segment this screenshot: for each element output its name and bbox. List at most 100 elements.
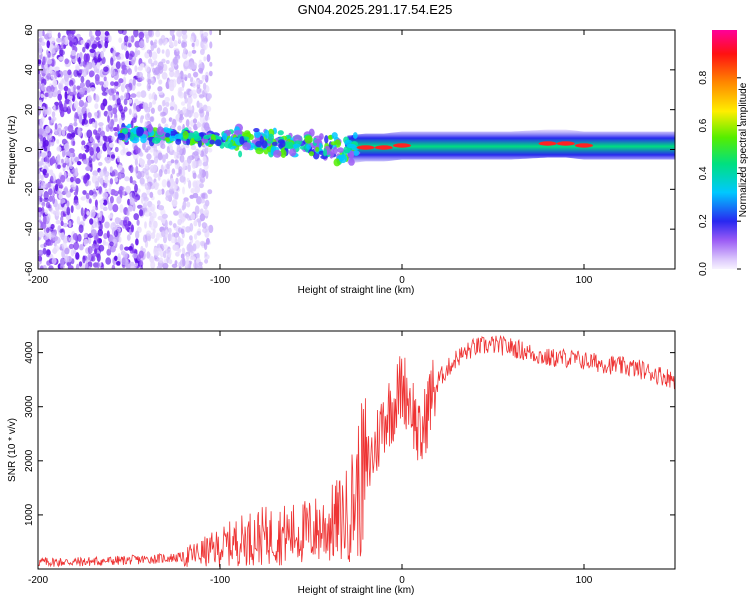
spectrum-speckle: [62, 222, 69, 228]
spectrum-speckle: [169, 145, 173, 152]
spectrogram-xlabel: Height of straight line (km): [298, 285, 415, 296]
spectrum-speckle: [191, 160, 197, 169]
snr-series-line: [38, 334, 675, 568]
spectrum-speckle: [48, 195, 53, 202]
spectrum-speckle: [184, 97, 188, 104]
spectrum-speckle: [76, 106, 82, 115]
spectrum-speckle: [94, 180, 100, 190]
spectrum-speckle: [111, 264, 116, 269]
ridge-blob: [306, 144, 312, 150]
spectrum-speckle: [90, 229, 97, 237]
spectrum-speckle: [74, 112, 78, 119]
spectrum-speckle: [170, 235, 176, 244]
spectrum-speckle: [46, 40, 51, 49]
spectrum-speckle: [69, 40, 73, 47]
spectrum-speckle: [64, 247, 70, 255]
spectrum-speckle: [144, 200, 148, 206]
spectrum-speckle: [92, 193, 97, 200]
spectrum-speckle: [85, 79, 91, 88]
spectrum-speckle: [187, 51, 192, 57]
spectrum-speckle: [47, 150, 52, 158]
spectrum-speckle: [114, 131, 119, 137]
spectrum-speckle: [177, 125, 182, 131]
spectrum-speckle: [137, 254, 141, 262]
ridge-blob: [337, 147, 344, 154]
spectrum-speckle: [72, 168, 77, 173]
spectrum-speckle: [155, 30, 161, 38]
ridge-blob: [223, 140, 233, 149]
spectrum-speckle: [95, 36, 101, 41]
spectrum-speckle: [64, 79, 70, 87]
spectrum-speckle: [87, 261, 93, 268]
spectrum-speckle: [130, 93, 137, 98]
spectrum-speckle: [135, 238, 139, 246]
ridge-blob: [201, 138, 209, 144]
spectrum-speckle: [93, 56, 99, 64]
spectrum-speckle: [54, 123, 58, 130]
y-tick-label: -60: [24, 261, 35, 276]
spectrum-speckle: [173, 151, 178, 156]
spectrum-speckle: [120, 95, 124, 101]
spectrum-speckle: [38, 231, 44, 238]
spectrum-speckle: [157, 104, 163, 112]
spectrum-speckle: [83, 232, 88, 239]
spectrum-speckle: [92, 121, 96, 128]
spectrum-speckle: [176, 30, 182, 37]
spectrum-speckle: [150, 203, 156, 212]
spectrum-speckle: [188, 180, 192, 189]
spectrum-speckle: [163, 169, 168, 175]
spectrum-speckle: [114, 217, 120, 225]
spectrum-speckle: [61, 78, 65, 83]
colorbar-tick-label: 0.6: [698, 118, 709, 132]
spectrogram-data: [38, 30, 675, 269]
spectrum-speckle: [98, 122, 104, 127]
y-tick-label: 2000: [24, 449, 35, 472]
spectrum-speckle: [52, 231, 57, 236]
spectrum-speckle: [171, 263, 178, 268]
spectrum-speckle: [121, 43, 125, 50]
spectrum-speckle: [126, 210, 130, 216]
spectrum-speckle: [192, 172, 197, 179]
spectrum-speckle: [148, 220, 152, 228]
spectrum-speckle: [133, 30, 139, 38]
spectrum-speckle: [148, 101, 153, 109]
spectrum-speckle: [40, 152, 47, 158]
spectrum-speckle: [183, 197, 189, 202]
spectrum-speckle: [187, 263, 191, 269]
spectrum-speckle: [88, 118, 92, 125]
ridge-blob: [209, 139, 215, 145]
spectrum-speckle: [68, 153, 74, 158]
spectrum-speckle: [194, 154, 200, 162]
ridge-hotspot: [575, 143, 593, 148]
spectrum-speckle: [146, 153, 152, 160]
spectrum-speckle: [50, 209, 56, 214]
spectrum-speckle: [59, 228, 64, 234]
spectrum-speckle: [189, 194, 195, 199]
spectrum-speckle: [201, 222, 208, 227]
spectrum-speckle: [123, 92, 129, 100]
y-tick-label: 4000: [24, 341, 35, 364]
spectrum-speckle: [174, 191, 179, 200]
spectrum-speckle: [124, 176, 130, 182]
spectrum-speckle: [203, 242, 208, 250]
spectrum-speckle: [99, 81, 104, 86]
spectrum-speckle: [138, 31, 145, 39]
spectrum-speckle: [180, 228, 185, 235]
spectrum-speckle: [199, 208, 204, 215]
spectrum-speckle: [80, 196, 86, 201]
spectrum-speckle: [118, 78, 124, 84]
spectrum-speckle: [165, 219, 168, 228]
spectrum-speckle: [38, 106, 42, 116]
spectrum-speckle: [150, 62, 155, 67]
spectrum-speckle: [144, 163, 149, 169]
spectrum-speckle: [51, 118, 55, 124]
spectrum-speckle: [199, 213, 206, 222]
spectrum-speckle: [103, 241, 110, 246]
spectrum-speckle: [122, 146, 126, 154]
spectrum-speckle: [87, 252, 92, 261]
spectrum-speckle: [55, 210, 60, 217]
spectrum-speckle: [206, 105, 212, 113]
spectrum-speckle: [207, 189, 213, 195]
y-tick-label: 40: [24, 64, 35, 76]
spectrum-speckle: [142, 142, 146, 151]
